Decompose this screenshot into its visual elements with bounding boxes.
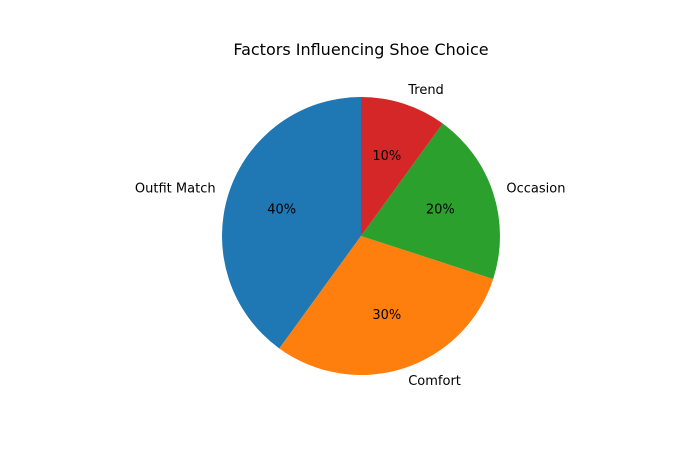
chart-title: Factors Influencing Shoe Choice: [233, 40, 488, 59]
slice-label: Outfit Match: [135, 181, 216, 196]
slice-percent-label: 20%: [426, 203, 455, 218]
slice-percent-label: 40%: [267, 203, 296, 218]
slice-label: Occasion: [506, 181, 565, 196]
slice-label: Trend: [407, 83, 444, 98]
pie-slice-outfit-match: [222, 97, 361, 349]
slice-percent-label: 10%: [372, 149, 401, 164]
pie-slice-comfort: [279, 236, 494, 376]
slice-label: Comfort: [408, 374, 461, 389]
slice-percent-label: 30%: [372, 308, 401, 323]
pie-slice-trend: [361, 97, 443, 236]
pie-slice-occasion: [361, 123, 500, 279]
